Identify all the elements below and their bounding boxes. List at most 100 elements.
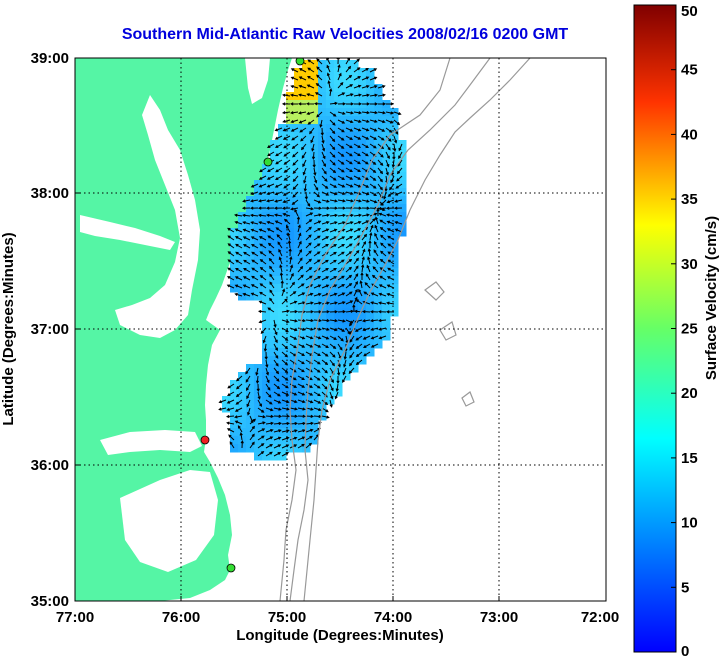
lat-lon-grid <box>75 58 606 601</box>
velocity-arrow <box>304 191 309 201</box>
velocity-arrow <box>313 284 322 289</box>
velocity-cell <box>286 124 295 133</box>
velocity-arrow <box>327 80 331 89</box>
velocity-cell <box>230 404 239 413</box>
velocity-cell <box>374 300 383 309</box>
velocity-arrow <box>297 102 307 106</box>
velocity-arrow <box>278 248 283 257</box>
velocity-arrow <box>378 301 387 305</box>
velocity-arrow <box>226 421 235 425</box>
velocity-arrow <box>298 84 307 89</box>
velocity-arrow <box>273 399 282 404</box>
velocity-arrow <box>321 383 328 390</box>
velocity-arrow <box>337 127 345 133</box>
velocity-arrow <box>321 236 330 241</box>
velocity-arrow <box>297 292 306 297</box>
velocity-arrow <box>343 351 347 360</box>
velocity-arrow <box>361 151 369 157</box>
velocity-cell <box>382 292 391 301</box>
velocity-arrow <box>313 391 321 397</box>
velocity-cell <box>262 188 271 197</box>
velocity-arrow <box>337 159 345 165</box>
velocity-arrow <box>361 143 369 148</box>
velocity-cell <box>278 220 287 229</box>
velocity-arrow <box>234 213 243 217</box>
velocity-arrow <box>329 276 338 281</box>
velocity-arrow <box>329 391 334 400</box>
velocity-arrow <box>249 425 255 433</box>
velocity-arrow <box>246 383 251 392</box>
velocity-arrow <box>305 428 314 433</box>
velocity-arrow <box>329 343 337 349</box>
velocity-arrow <box>334 391 339 400</box>
velocity-cell <box>230 276 239 285</box>
velocity-arrow <box>337 143 345 149</box>
velocity-cell <box>374 276 383 285</box>
velocity-cell <box>310 92 319 101</box>
velocity-arrow <box>227 227 235 233</box>
velocity-arrow <box>374 232 379 241</box>
velocity-arrow <box>379 226 387 233</box>
velocity-arrow <box>265 206 275 210</box>
velocity-arrow <box>337 135 345 141</box>
velocity-arrow <box>269 265 275 273</box>
velocity-arrow <box>256 383 260 393</box>
velocity-arrow <box>329 159 336 166</box>
velocity-arrow <box>258 300 267 305</box>
velocity-cell <box>262 316 271 325</box>
velocity-arrow <box>378 206 387 211</box>
velocity-arrow <box>349 335 355 343</box>
velocity-arrow <box>235 267 243 273</box>
velocity-arrow <box>329 319 338 323</box>
velocity-arrow <box>313 235 321 241</box>
velocity-cell <box>318 100 327 109</box>
velocity-cell <box>278 260 287 269</box>
velocity-cell <box>230 268 239 277</box>
velocity-arrow <box>305 258 313 265</box>
velocity-arrow <box>366 264 371 273</box>
velocity-arrow <box>393 143 397 152</box>
velocity-arrow <box>273 351 279 359</box>
velocity-cell <box>294 252 303 261</box>
velocity-arrow <box>243 259 251 265</box>
velocity-cell <box>358 300 367 309</box>
velocity-arrow <box>297 383 306 388</box>
velocity-cell <box>278 292 287 301</box>
velocity-cell <box>270 180 279 189</box>
velocity-cell <box>382 276 391 285</box>
velocity-cell <box>318 108 327 117</box>
velocity-arrow <box>320 127 324 137</box>
velocity-arrow <box>370 335 379 340</box>
velocity-arrow <box>291 143 299 149</box>
velocity-cell <box>286 204 295 213</box>
velocity-cell <box>278 252 287 261</box>
velocity-arrow <box>321 310 331 314</box>
velocity-arrow <box>258 213 267 218</box>
velocity-arrow <box>276 234 283 241</box>
velocity-arrow <box>289 343 297 349</box>
velocity-arrow <box>273 206 283 210</box>
velocity-arrow <box>281 335 289 341</box>
velocity-arrow <box>243 251 251 257</box>
velocity-arrow <box>313 301 322 305</box>
velocity-arrow <box>267 235 275 241</box>
velocity-arrow <box>273 429 282 433</box>
velocity-arrow <box>337 102 347 106</box>
velocity-cell <box>286 228 295 237</box>
velocity-arrow <box>394 199 403 203</box>
velocity-cell <box>254 180 263 189</box>
velocity-arrow <box>349 343 355 351</box>
velocity-arrow <box>345 199 354 203</box>
velocity-arrow <box>257 399 262 408</box>
velocity-arrow <box>337 243 345 249</box>
velocity-arrow <box>266 191 275 196</box>
velocity-cell <box>286 252 295 261</box>
velocity-arrow <box>378 284 387 289</box>
velocity-arrow <box>316 66 323 73</box>
velocity-arrow <box>345 266 353 273</box>
velocity-arrow <box>393 206 403 210</box>
velocity-arrow <box>355 343 363 349</box>
velocity-cell <box>254 188 263 197</box>
velocity-arrow <box>290 127 299 132</box>
velocity-cell <box>270 308 279 317</box>
